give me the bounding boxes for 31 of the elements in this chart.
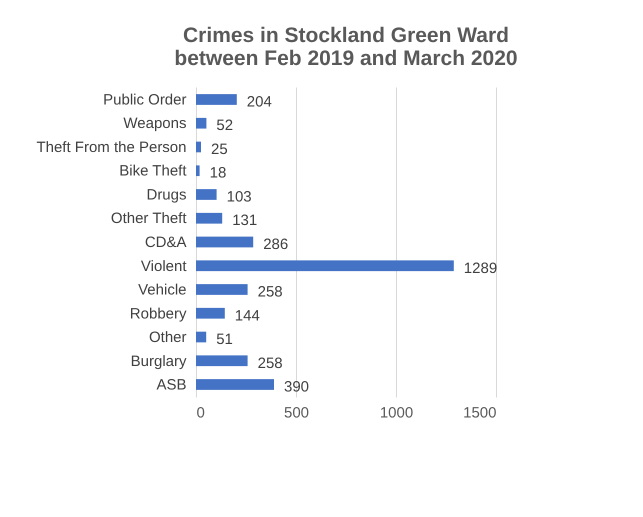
data-label: 390 (284, 378, 310, 396)
y-tick-label: Other Theft (110, 210, 188, 228)
y-tick-label: Drugs (146, 186, 186, 204)
chart-title: Crimes in Stockland Green Ward between Feb 2019 and March 2020 (174, 24, 518, 70)
data-label: 1289 (464, 260, 498, 277)
x-tick-label: 1500 (463, 404, 496, 422)
y-tick-label: Robbery (130, 305, 187, 322)
data-label: 25 (211, 140, 228, 158)
data-label: 144 (234, 307, 260, 324)
y-tick-label: Public Order (103, 91, 186, 108)
y-tick-label: Weapons (123, 115, 186, 132)
data-label: 131 (232, 212, 258, 230)
x-tick-label: 500 (284, 404, 310, 422)
data-label: 103 (226, 188, 252, 206)
y-tick-label: Violent (140, 258, 188, 275)
data-label: 258 (258, 354, 283, 372)
x-tick-label: 0 (196, 404, 205, 422)
data-label: 18 (210, 164, 226, 182)
y-tick-label: Theft From the Person (36, 138, 186, 156)
x-tick-label: 1000 (380, 404, 414, 422)
y-tick-label: Other (148, 329, 187, 346)
y-tick-label: Burglary (130, 352, 187, 370)
data-label: 258 (258, 284, 283, 301)
y-tick-label: CD&A (144, 234, 186, 251)
data-label: 52 (216, 117, 234, 134)
data-label: 204 (246, 93, 272, 110)
y-tick-label: ASB (156, 376, 186, 394)
y-tick-label: Bike Theft (119, 162, 188, 180)
data-label: 51 (216, 331, 233, 348)
data-label: 286 (263, 236, 288, 253)
y-tick-label: Vehicle (138, 282, 186, 299)
